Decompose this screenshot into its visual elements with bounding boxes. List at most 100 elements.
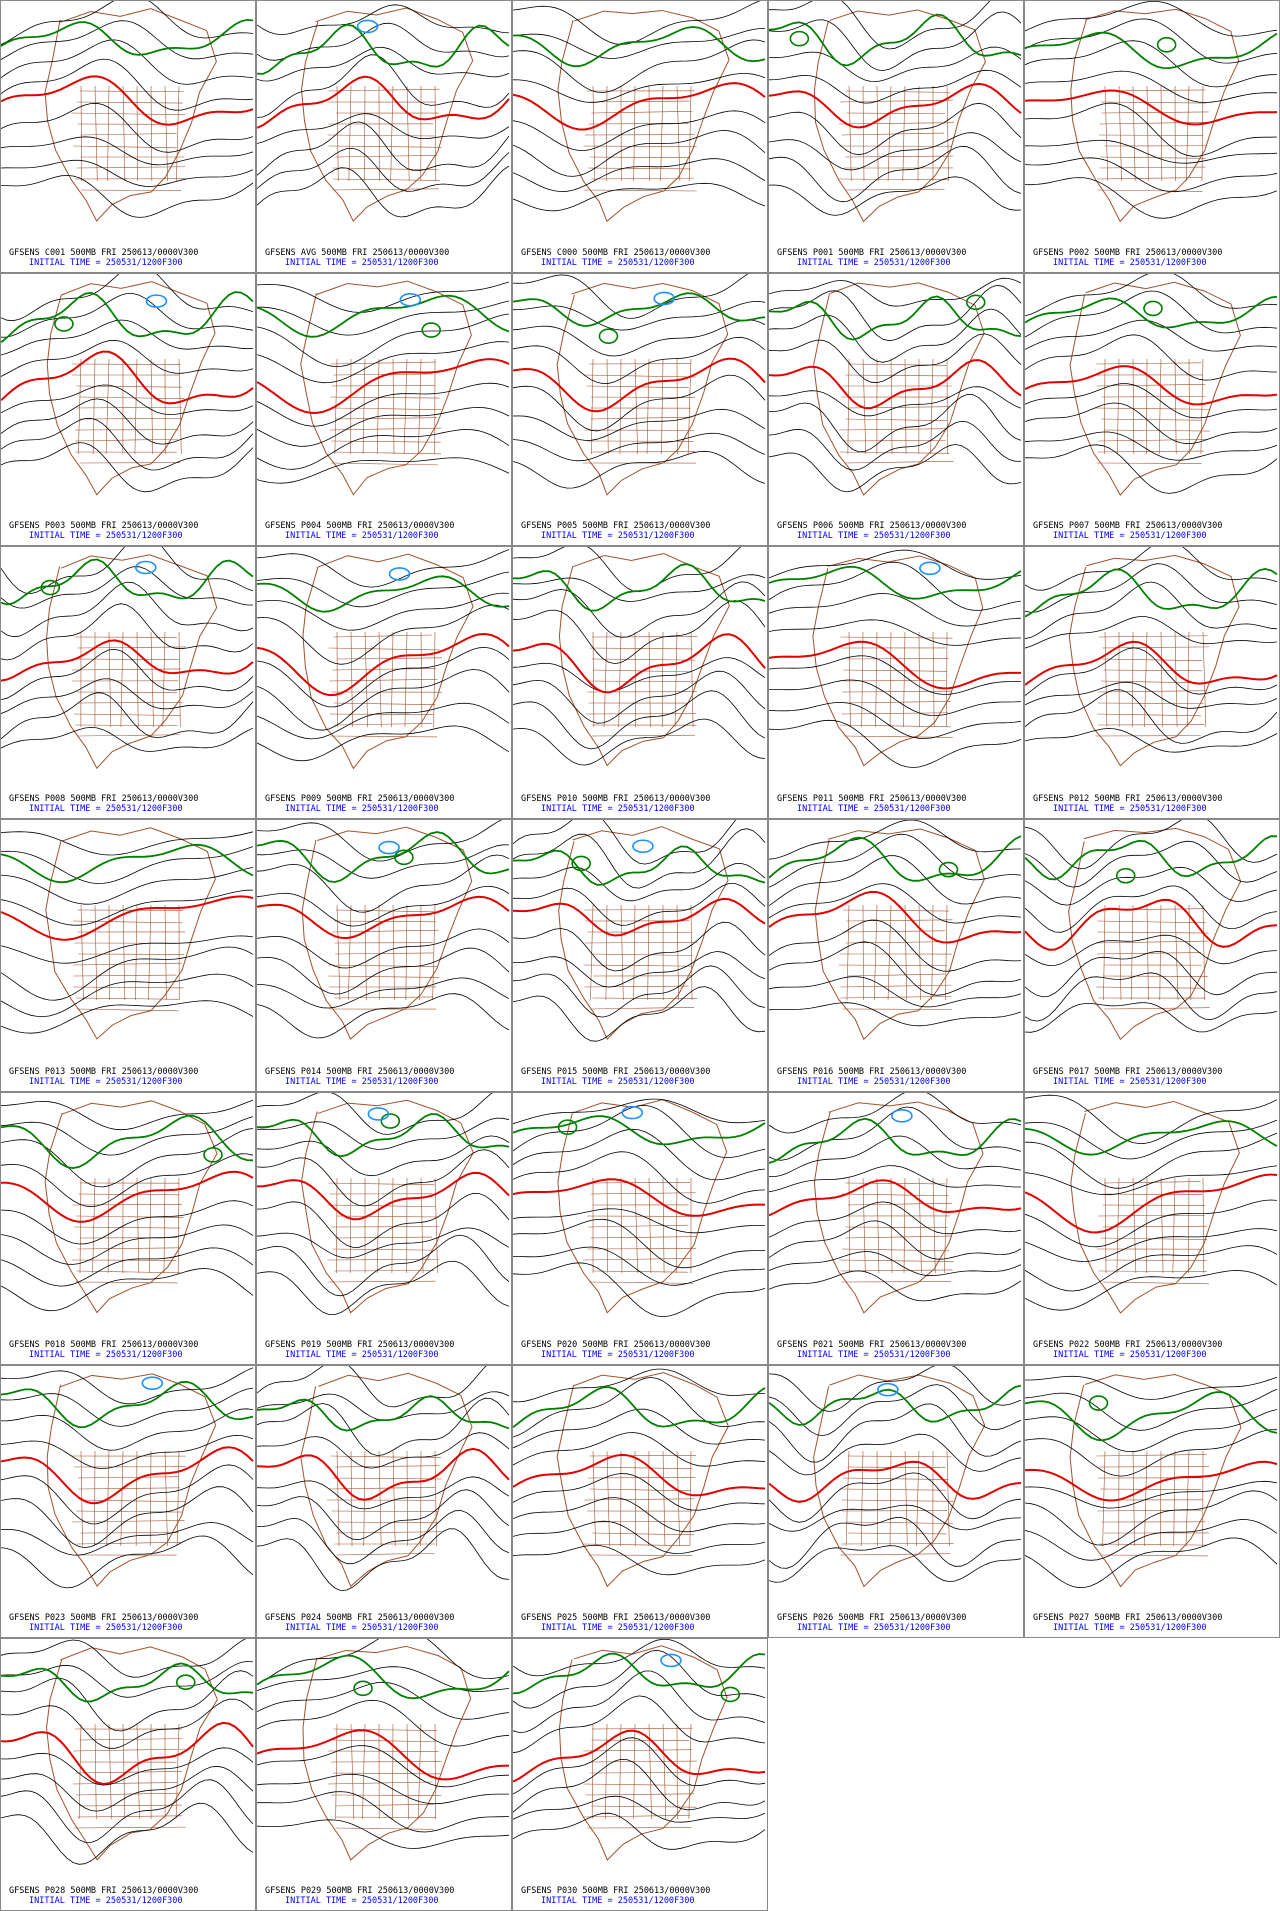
state-line: [873, 904, 878, 1001]
height-contour: [1, 293, 254, 338]
coastline: [1069, 1373, 1242, 1588]
state-line: [845, 90, 951, 93]
state-line: [391, 1177, 394, 1274]
state-line: [944, 1177, 948, 1274]
state-line: [1101, 646, 1210, 649]
state-line: [1104, 429, 1210, 432]
height-contour: [1, 384, 254, 416]
height-contour: [1025, 1270, 1278, 1311]
height-contour: [769, 820, 1021, 860]
height-contour: [769, 284, 1022, 342]
height-contour: [769, 1403, 1022, 1463]
state-line: [918, 1177, 922, 1274]
height-contour: [1025, 290, 1278, 338]
height-contour: [769, 145, 1022, 203]
contour-552: [1, 291, 254, 344]
contour-576: [1, 895, 254, 941]
map: GFSENS P006 500MB FRI 250613/0000V300INI…: [769, 277, 1022, 541]
state-line: [1185, 1450, 1190, 1547]
state-line: [136, 631, 139, 728]
state-line: [847, 358, 850, 455]
height-contour: [1025, 1537, 1278, 1589]
state-line: [1146, 904, 1149, 1001]
height-contour: [1, 1387, 254, 1427]
state-line: [176, 85, 180, 182]
state-line: [432, 904, 436, 1001]
height-contour: [1, 547, 254, 595]
state-line: [1099, 121, 1210, 125]
height-contour: [257, 457, 510, 484]
state-line: [839, 964, 947, 966]
height-contour: [257, 1745, 510, 1788]
state-line: [845, 418, 947, 422]
height-contour: [1, 159, 254, 187]
coastline: [46, 554, 218, 770]
height-contour: [1, 1639, 247, 1678]
height-contour: [513, 1795, 766, 1823]
state-line: [1100, 1488, 1202, 1490]
state-line: [71, 658, 179, 660]
height-contour: [769, 655, 1021, 695]
state-line: [364, 631, 369, 728]
height-contour: [1025, 139, 1278, 164]
height-contour: [257, 820, 503, 862]
state-line: [328, 975, 440, 978]
state-line: [585, 941, 698, 944]
state-line: [1160, 85, 1163, 182]
low-center: [632, 839, 654, 854]
state-line: [660, 85, 664, 182]
height-contour: [1025, 972, 1278, 1022]
state-line: [1101, 101, 1206, 104]
state-line: [591, 1727, 693, 1730]
state-line: [92, 358, 96, 455]
state-line: [590, 904, 594, 1001]
state-line: [847, 973, 945, 977]
ensemble-panel: GFSENS P019 500MB FRI 250613/0000V300 INI…: [256, 1092, 512, 1365]
state-line: [589, 1281, 694, 1284]
height-contour: [1, 39, 254, 85]
height-contour: [513, 1218, 766, 1269]
state-line: [392, 358, 395, 455]
state-line: [1098, 635, 1208, 638]
ensemble-panel: GFSENS P023 500MB FRI 250613/0000V300 INI…: [0, 1365, 256, 1638]
map: GFSENS P002 500MB FRI 250613/0000V300INI…: [1025, 1, 1278, 268]
height-contour: [257, 854, 510, 913]
state-line: [1174, 358, 1177, 455]
state-line: [77, 1476, 179, 1479]
height-contour: [513, 39, 766, 93]
state-line: [846, 904, 850, 1001]
state-line: [841, 712, 949, 715]
state-line: [619, 1723, 622, 1820]
state-line: [328, 88, 440, 92]
height-contour: [1025, 563, 1278, 613]
height-contour: [513, 1737, 766, 1795]
map: GFSENS P017 500MB FRI 250613/0000V300INI…: [1025, 820, 1278, 1087]
state-line: [1158, 358, 1162, 455]
height-contour: [769, 69, 1022, 104]
state-line: [332, 188, 439, 191]
height-contour: [1, 417, 254, 471]
panel-caption: GFSENS P023 500MB FRI 250613/0000V300: [9, 1613, 198, 1623]
state-line: [329, 427, 442, 431]
state-line: [1098, 702, 1204, 705]
state-line: [164, 85, 168, 182]
height-contour: [1025, 1228, 1278, 1262]
height-contour: [513, 1104, 766, 1159]
contour-576: [1025, 1173, 1278, 1234]
height-contour: [769, 308, 1022, 363]
height-contour: [1025, 647, 1278, 696]
state-line: [1095, 986, 1204, 989]
state-line: [164, 904, 167, 1001]
state-line: [1099, 156, 1206, 159]
map: GFSENS P001 500MB FRI 250613/0000V300INI…: [769, 1, 1022, 268]
height-contour: [257, 4, 510, 36]
coastline: [814, 828, 985, 1041]
state-line: [876, 1450, 878, 1547]
low-center: [965, 294, 986, 311]
state-line: [848, 631, 851, 728]
state-line: [583, 1814, 691, 1818]
state-line: [1188, 904, 1192, 1001]
state-line: [332, 1477, 442, 1480]
coastline: [557, 1099, 728, 1314]
initial-time: INITIAL TIME = 250531/1200F300: [29, 531, 183, 541]
